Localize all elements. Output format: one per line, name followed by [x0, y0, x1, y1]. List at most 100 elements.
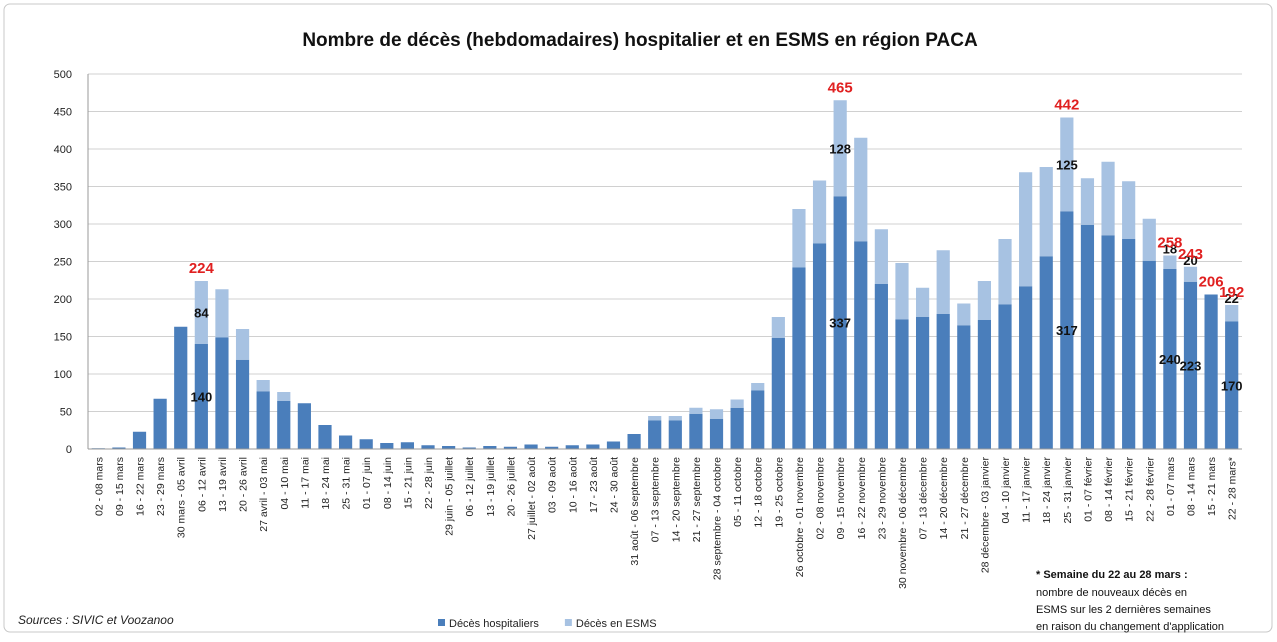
data-label: 125	[1056, 157, 1078, 172]
note-line: ESMS sur les 2 dernières semaines	[1036, 604, 1211, 616]
bar-segment	[1060, 211, 1074, 449]
bar-segment	[730, 407, 744, 449]
bar-segment	[256, 380, 270, 392]
x-tick-label: 20 - 26 avril	[238, 457, 250, 512]
chart-frame	[3, 3, 1273, 633]
total-label: 206	[1199, 274, 1224, 291]
bar-segment	[174, 326, 188, 449]
source: Sources : SIVIC et Voozanoo	[18, 613, 174, 627]
x-tick-label: 22 - 28 février	[1144, 456, 1156, 521]
bar-segment	[874, 229, 888, 284]
bar-segment	[1225, 321, 1239, 449]
x-tick-label: 20 - 26 juillet	[505, 457, 517, 517]
bar-segment	[194, 344, 208, 449]
x-tick-label: 31 août - 06 septembre	[629, 457, 641, 566]
x-tick-label: 24 - 30 août	[608, 457, 620, 513]
bar-segment	[1039, 167, 1053, 257]
bar-segment	[421, 445, 435, 449]
x-tick-label: 01 - 07 mars	[1165, 457, 1177, 516]
data-label: 84	[194, 306, 209, 321]
bar-segment	[483, 446, 497, 449]
x-tick-label: 03 - 09 août	[547, 457, 559, 513]
x-tick-label: 01 - 07 février	[1082, 456, 1094, 521]
x-tick-label: 08 - 14 mars	[1185, 457, 1197, 516]
bar-segment	[277, 392, 291, 401]
x-tick-label: 04 - 10 mai	[279, 457, 291, 510]
bar-segment	[895, 263, 909, 320]
bar-segment	[771, 338, 785, 449]
data-label: 18	[1163, 242, 1177, 257]
bar-segment	[380, 443, 394, 449]
bar-segment	[648, 416, 662, 421]
y-tick-label: 300	[54, 219, 72, 231]
note-line: en raison du changement d'application	[1036, 621, 1224, 633]
bar-segment	[1019, 172, 1033, 287]
bar-segment	[565, 445, 579, 449]
bar-segment	[153, 398, 167, 449]
y-tick-label: 200	[54, 294, 72, 306]
x-tick-label: 08 - 14 juin	[382, 457, 394, 509]
bar-segment	[400, 442, 415, 449]
x-tick-label: 21 - 27 septembre	[691, 457, 703, 542]
x-tick-label: 06 - 12 juillet	[464, 457, 476, 517]
bar-segment	[833, 196, 847, 449]
bar-segment	[1039, 256, 1053, 449]
bar-segment	[998, 239, 1012, 305]
data-label: 170	[1221, 378, 1243, 393]
bar-segment	[235, 329, 250, 360]
bar-segment	[895, 319, 909, 449]
x-tick-label: 30 mars - 05 avril	[176, 457, 188, 538]
y-tick-label: 100	[54, 369, 72, 381]
bar-segment	[1080, 178, 1095, 225]
x-tick-label: 15 - 21 juin	[402, 457, 414, 509]
x-tick-label: 28 décembre - 03 janvier	[979, 457, 991, 574]
y-tick-label: 0	[66, 444, 72, 456]
bar-segment	[751, 390, 765, 449]
bar-segment	[792, 267, 806, 449]
y-tick-label: 350	[54, 182, 72, 194]
total-label: 258	[1157, 235, 1182, 252]
x-tick-label: 29 juin - 05 juillet	[444, 457, 456, 536]
bar-segment	[792, 209, 806, 268]
bar-segment	[812, 243, 827, 449]
legend-swatch	[438, 619, 445, 626]
bar-segment	[1183, 281, 1198, 449]
bar-segment	[998, 304, 1012, 449]
bar-segment	[1225, 305, 1239, 322]
bar-segment	[709, 419, 724, 449]
bar-segment	[359, 439, 373, 449]
bar-segment	[689, 413, 703, 449]
x-tick-label: 08 - 14 février	[1103, 456, 1115, 521]
x-tick-label: 01 - 07 juin	[361, 457, 373, 509]
bar-segment	[503, 446, 518, 449]
x-tick-label: 13 - 19 juillet	[485, 457, 497, 517]
bar-segment	[194, 281, 208, 344]
y-tick-label: 400	[54, 144, 72, 156]
data-label: 22	[1224, 291, 1238, 306]
bar-segment	[1204, 294, 1218, 449]
bar-segment	[1163, 269, 1177, 449]
bar-segment	[235, 359, 250, 449]
y-tick-label: 250	[54, 257, 72, 269]
bar-segment	[833, 100, 847, 197]
bar-segment	[812, 180, 827, 244]
bar-segment	[545, 446, 559, 449]
bar-segment	[936, 314, 950, 449]
bar-segment	[1019, 286, 1033, 449]
bar-segment	[1101, 161, 1115, 236]
bar-segment	[977, 320, 992, 449]
bar-segment	[1101, 235, 1115, 449]
data-label: 140	[190, 390, 212, 405]
bar-segment	[936, 250, 950, 314]
x-tick-label: 17 - 23 août	[588, 457, 600, 513]
bar-segment	[668, 416, 682, 421]
x-tick-label: 27 juillet - 02 août	[526, 457, 538, 540]
x-tick-label: 11 - 17 mai	[299, 457, 311, 509]
x-tick-label: 21 - 27 décembre	[959, 457, 971, 539]
x-tick-label: 27 avril - 03 mai	[258, 457, 270, 532]
bar-segment	[318, 425, 332, 449]
x-tick-label: 07 - 13 septembre	[650, 457, 662, 542]
x-tick-label: 23 - 29 novembre	[876, 457, 888, 539]
x-tick-label: 14 - 20 décembre	[938, 457, 950, 539]
